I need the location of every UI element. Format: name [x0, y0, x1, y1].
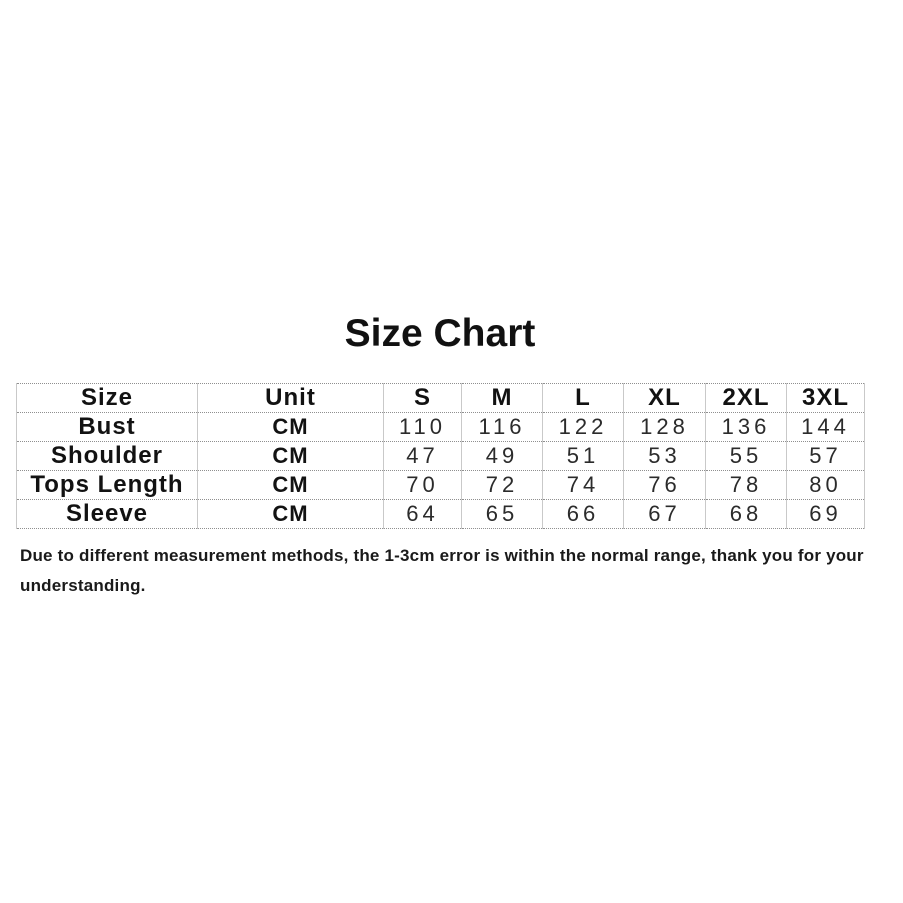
content-area: Size Chart Size Unit S M L XL 2XL 3XL	[16, 312, 865, 601]
page-title: Size Chart	[344, 312, 536, 355]
cell-value: 74	[542, 470, 624, 500]
row-unit: CM	[197, 499, 384, 529]
cell-value: 65	[461, 499, 543, 529]
cell-value: 110	[383, 412, 462, 442]
row-label: Tops Length	[16, 470, 198, 500]
table-row-tops-length: Tops Length CM 70 72 74 76 78 80	[16, 470, 865, 500]
measurement-note: Due to different measurement methods, th…	[20, 546, 864, 595]
cell-value: 47	[383, 441, 462, 471]
table-header-row: Size Unit S M L XL 2XL 3XL	[16, 383, 865, 413]
header-xl: XL	[623, 383, 706, 413]
cell-value: 53	[623, 441, 706, 471]
cell-value: 80	[786, 470, 865, 500]
header-size: Size	[16, 383, 198, 413]
cell-value: 67	[623, 499, 706, 529]
row-label: Sleeve	[16, 499, 198, 529]
cell-value: 68	[705, 499, 787, 529]
cell-value: 78	[705, 470, 787, 500]
cell-value: 144	[786, 412, 865, 442]
row-label: Shoulder	[16, 441, 198, 471]
cell-value: 66	[542, 499, 624, 529]
row-unit: CM	[197, 412, 384, 442]
cell-value: 70	[383, 470, 462, 500]
cell-value: 122	[542, 412, 624, 442]
header-m: M	[461, 383, 543, 413]
cell-value: 69	[786, 499, 865, 529]
cell-value: 72	[461, 470, 543, 500]
cell-value: 128	[623, 412, 706, 442]
cell-value: 116	[461, 412, 543, 442]
header-unit: Unit	[197, 383, 384, 413]
row-unit: CM	[197, 441, 384, 471]
cell-value: 55	[705, 441, 787, 471]
size-chart-table: Size Unit S M L XL 2XL 3XL Bust CM 110 1…	[16, 383, 865, 529]
cell-value: 64	[383, 499, 462, 529]
cell-value: 76	[623, 470, 706, 500]
row-unit: CM	[197, 470, 384, 500]
row-label: Bust	[16, 412, 198, 442]
header-2xl: 2XL	[705, 383, 787, 413]
cell-value: 49	[461, 441, 543, 471]
table-row-sleeve: Sleeve CM 64 65 66 67 68 69	[16, 499, 865, 529]
cell-value: 57	[786, 441, 865, 471]
table-row-bust: Bust CM 110 116 122 128 136 144	[16, 412, 865, 442]
cell-value: 51	[542, 441, 624, 471]
header-s: S	[383, 383, 462, 413]
header-3xl: 3XL	[786, 383, 865, 413]
table-row-shoulder: Shoulder CM 47 49 51 53 55 57	[16, 441, 865, 471]
header-l: L	[542, 383, 624, 413]
cell-value: 136	[705, 412, 787, 442]
